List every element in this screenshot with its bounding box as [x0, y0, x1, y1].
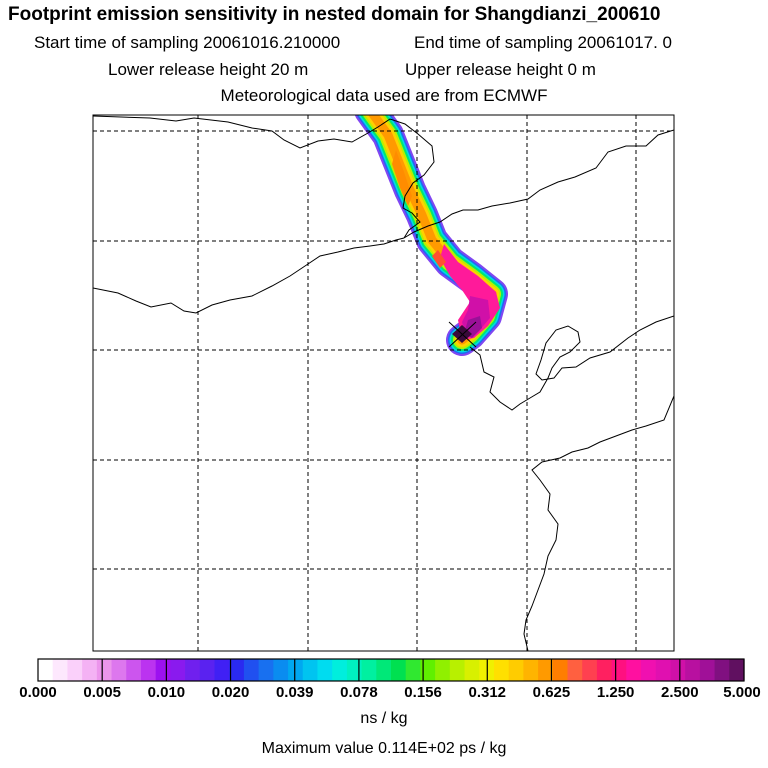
footprint-plume — [354, 115, 508, 356]
colorbar-cell — [567, 659, 583, 681]
colorbar-tick-label: 0.156 — [404, 684, 442, 701]
colorbar-cell — [317, 659, 333, 681]
end-time: End time of sampling 20061017. 0 — [414, 33, 673, 52]
colorbar-cell — [140, 659, 157, 681]
colorbar-cell — [493, 659, 510, 681]
colorbar-tick-label: 0.039 — [275, 684, 314, 701]
upper-release-height: Upper release height 0 m — [405, 60, 596, 79]
map-background — [93, 115, 674, 651]
colorbar-cell — [243, 659, 260, 681]
colorbar-cell — [552, 659, 569, 681]
colorbar-unit: ns / kg — [360, 710, 408, 727]
colorbar-cell — [596, 659, 613, 681]
colorbar-cell — [155, 659, 171, 681]
grid-lines — [93, 115, 674, 651]
colorbar-cell — [714, 659, 730, 681]
colorbar-cell — [391, 659, 407, 681]
colorbar-cell — [729, 659, 745, 681]
colorbar-cell — [38, 659, 54, 681]
colorbar-tick-label: 0.000 — [19, 684, 57, 701]
colorbar-cell — [405, 659, 422, 681]
colorbar-cell — [258, 659, 274, 681]
colorbar-cell — [361, 659, 377, 681]
colorbar-frame — [37, 658, 745, 682]
colorbar-cell — [229, 659, 245, 681]
colorbar-cell — [346, 659, 363, 681]
lower-release-height: Lower release height 20 m — [108, 60, 309, 79]
coastline-east — [469, 315, 674, 411]
start-time: Start time of sampling 20061016.210000 — [34, 33, 341, 52]
coastline-north — [93, 115, 674, 239]
colorbar-cell — [288, 659, 304, 681]
colorbar-tick-label: 0.005 — [83, 684, 121, 701]
colorbar-tick-label: 1.250 — [596, 684, 635, 701]
colorbar-tick-label: 0.010 — [147, 684, 186, 701]
colorbar-cell — [626, 659, 642, 681]
colorbar-tick-label: 0.312 — [468, 684, 507, 701]
colorbar-cell — [332, 659, 348, 681]
colorbar-tick-label: 2.500 — [661, 684, 699, 701]
colorbar-cell — [96, 659, 113, 681]
colorbar-cell — [538, 659, 554, 681]
colorbar-tick-label: 0.020 — [211, 684, 250, 701]
colorbar-cell — [67, 659, 83, 681]
colorbar-cell — [464, 659, 480, 681]
colorbar-cell — [126, 659, 142, 681]
colorbar-cell — [449, 659, 466, 681]
colorbar-cell — [170, 659, 186, 681]
colorbar-cell — [582, 659, 598, 681]
colorbar-cell — [435, 659, 451, 681]
coastlines — [93, 115, 674, 651]
maximum-value: Maximum value 0.114E+02 ps / kg — [261, 740, 507, 757]
border-west — [93, 237, 405, 314]
colorbar-cell — [508, 659, 524, 681]
colorbar-cell — [273, 659, 289, 681]
colorbar-cell — [52, 659, 69, 681]
colorbar-cell — [111, 659, 127, 681]
colorbar-cells — [38, 659, 745, 681]
colorbar-cell — [699, 659, 716, 681]
colorbar-cell — [199, 659, 216, 681]
receptor-marker — [448, 321, 477, 348]
plume-patch — [432, 250, 446, 268]
colorbar-ticks — [101, 659, 681, 681]
figure-title: Footprint emission sensitivity in nested… — [8, 4, 661, 25]
colorbar-cell — [376, 659, 392, 681]
colorbar-cell — [641, 659, 657, 681]
met-data-source: Meteorological data used are from ECMWF — [220, 86, 548, 105]
colorbar-tick-label: 0.625 — [532, 684, 571, 701]
colorbar-cell — [420, 659, 436, 681]
colorbar-cell — [670, 659, 686, 681]
colorbar-tick-label: 0.078 — [340, 684, 378, 701]
colorbar-cell — [685, 659, 701, 681]
colorbar-cell — [214, 659, 230, 681]
colorbar-cell — [655, 659, 672, 681]
colorbar-cell — [302, 659, 319, 681]
coastline-peninsula — [523, 395, 674, 651]
colorbar-cell — [611, 659, 627, 681]
colorbar-cell — [82, 659, 98, 681]
colorbar-cell — [523, 659, 539, 681]
map-frame — [92, 114, 675, 652]
colorbar-tick-label: 5.000 — [723, 684, 761, 701]
colorbar-cell — [185, 659, 201, 681]
